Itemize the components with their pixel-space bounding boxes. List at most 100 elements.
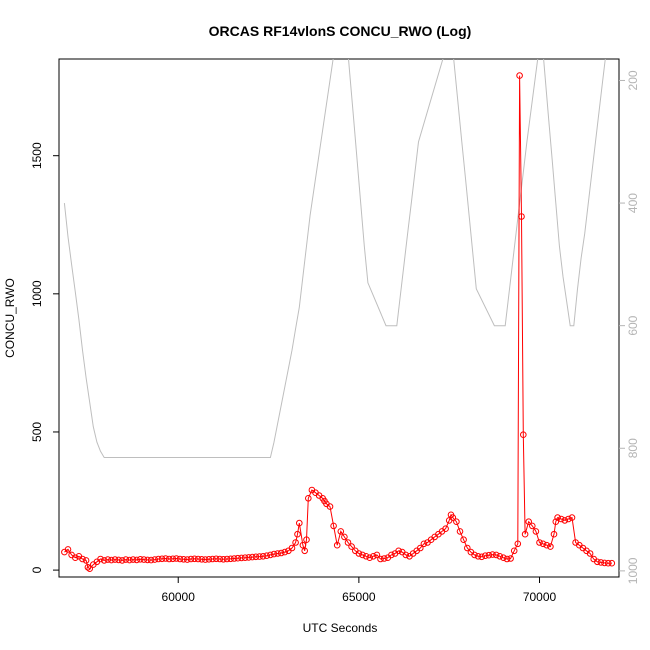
data-point (72, 554, 79, 562)
data-point (86, 565, 93, 573)
data-point (395, 547, 402, 555)
data-point (294, 530, 301, 538)
y-tick-label: 1000 (30, 280, 44, 307)
data-point (355, 550, 363, 557)
data-point (529, 522, 536, 530)
data-point (330, 522, 337, 530)
data-point (550, 530, 558, 538)
data-point (460, 536, 467, 544)
data-point (227, 555, 234, 563)
data-point (456, 528, 464, 535)
data-point (115, 556, 122, 564)
y2-tick-label: 200 (626, 70, 640, 90)
y2-tick-label: 800 (626, 438, 640, 458)
y-tick-label: 0 (30, 566, 44, 573)
data-point (377, 555, 384, 563)
data-point (230, 555, 238, 562)
primary-series-line (64, 75, 612, 570)
data-point (108, 556, 115, 564)
data-point (263, 552, 271, 560)
data-point (516, 72, 523, 79)
data-point (173, 555, 180, 562)
data-point (474, 553, 482, 560)
data-point (202, 556, 209, 563)
data-point (568, 514, 576, 521)
data-point (366, 554, 374, 562)
data-point (380, 555, 388, 562)
data-point (388, 551, 395, 559)
data-point (133, 556, 140, 564)
data-point (180, 556, 187, 563)
data-point (169, 555, 177, 563)
data-point (525, 518, 533, 526)
data-point (543, 541, 551, 549)
data-point (162, 555, 169, 562)
data-point (449, 514, 457, 521)
data-point (144, 556, 151, 564)
plot-frame (58, 58, 620, 578)
data-point (489, 551, 496, 558)
data-point (417, 544, 424, 552)
y-axis-label: CONCU_RWO (3, 278, 17, 358)
x-axis-label: UTC Seconds (303, 621, 378, 635)
data-point (140, 556, 148, 563)
data-point (464, 544, 471, 552)
data-point (245, 554, 252, 561)
data-point (274, 550, 281, 557)
data-point (137, 556, 144, 563)
data-point (608, 559, 616, 567)
data-point (241, 554, 249, 562)
data-point (333, 541, 341, 549)
y-tick-label: 500 (30, 422, 44, 442)
data-point (194, 555, 202, 563)
data-point (547, 543, 554, 550)
data-point (209, 555, 216, 563)
data-point (165, 555, 173, 563)
data-point (191, 555, 198, 563)
data-point (223, 555, 231, 563)
data-point (565, 515, 572, 523)
data-point (84, 564, 92, 571)
data-point (277, 549, 285, 557)
data-point (118, 557, 126, 564)
data-point (370, 553, 377, 560)
data-point (521, 530, 529, 538)
data-point (373, 551, 381, 559)
data-point (158, 555, 166, 563)
data-point (554, 514, 561, 521)
data-point (64, 546, 72, 553)
data-point (151, 556, 158, 563)
data-point (238, 554, 245, 562)
y2-tick-label: 600 (626, 315, 640, 335)
primary-series (61, 72, 616, 573)
data-point (453, 518, 460, 526)
data-point (212, 555, 220, 563)
data-point (216, 555, 224, 563)
data-point (604, 559, 612, 567)
x-tick-label: 65000 (342, 590, 376, 604)
data-point (299, 541, 307, 549)
data-point (126, 556, 133, 564)
chart-title: ORCAS RF14vlonS CONCU_RWO (Log) (209, 23, 472, 39)
data-point (97, 555, 104, 563)
data-point (256, 553, 263, 560)
data-point (362, 553, 370, 560)
data-point (344, 539, 352, 546)
data-point (155, 555, 162, 563)
data-point (557, 515, 565, 523)
data-point (176, 555, 184, 563)
data-point (492, 551, 500, 559)
data-point (359, 551, 366, 559)
data-point (478, 553, 486, 561)
data-point (259, 553, 267, 560)
data-point (507, 555, 514, 562)
data-point (341, 533, 348, 541)
data-point (326, 503, 334, 510)
x-tick-label: 60000 (162, 590, 196, 604)
data-point (220, 556, 227, 563)
data-point (482, 552, 489, 560)
y-axis: 0 500 1000 1500 (30, 142, 59, 573)
data-point (597, 559, 605, 566)
data-point (518, 213, 525, 220)
